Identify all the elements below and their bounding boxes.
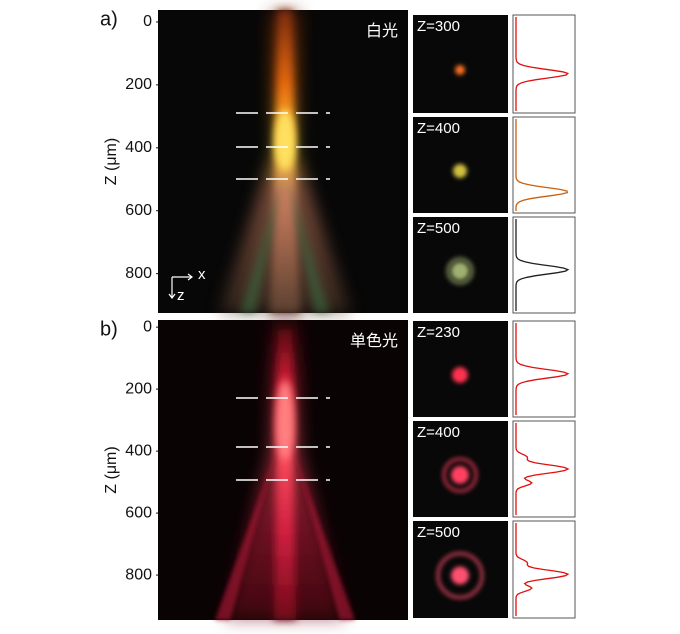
inset-label: Z=400 xyxy=(417,424,460,441)
beam-spot xyxy=(453,164,467,178)
axis-icon-x: x xyxy=(198,266,206,283)
profile-curve xyxy=(515,423,570,515)
profile-curve xyxy=(515,219,570,311)
axes-icon xyxy=(168,273,193,299)
panel-label: a) xyxy=(100,8,118,30)
beam-ring xyxy=(436,551,484,600)
panel-label: b) xyxy=(100,318,118,340)
y-tick-label: 600 xyxy=(125,504,152,521)
profile-box xyxy=(512,420,576,518)
image-title: 白光 xyxy=(366,22,398,40)
monochrome-image xyxy=(158,320,408,620)
y-axis-label: Z (μm) xyxy=(103,446,120,493)
profile-curve xyxy=(515,119,569,211)
y-tick-label: 600 xyxy=(125,202,152,219)
white-light-image xyxy=(158,10,408,313)
beam-spot xyxy=(451,566,469,585)
profile-curve xyxy=(515,523,570,616)
y-tick-label: 200 xyxy=(125,380,152,397)
cut-lines xyxy=(236,112,330,481)
profile-box xyxy=(512,116,576,214)
inset-label: Z=230 xyxy=(417,324,460,341)
y-tick-label: 0 xyxy=(143,13,152,30)
beam-spot xyxy=(455,65,465,75)
inset-label: Z=500 xyxy=(417,220,460,237)
y-tick-label: 200 xyxy=(125,76,152,93)
profile-curve xyxy=(515,323,570,415)
beam-ring xyxy=(446,257,474,285)
y-axis-label: Z (μm) xyxy=(103,138,120,185)
beam-spot xyxy=(452,367,468,383)
profile-curve xyxy=(515,17,570,111)
y-tick-label: 800 xyxy=(125,265,152,282)
inset-label: Z=500 xyxy=(417,524,460,541)
beam-spot xyxy=(451,262,469,280)
profile-box xyxy=(512,14,576,114)
inset-image xyxy=(413,15,508,113)
y-tick-label: 400 xyxy=(125,442,152,459)
beam-spot xyxy=(451,466,469,484)
beam-ring xyxy=(442,457,478,493)
inset-label: Z=400 xyxy=(417,120,460,137)
axis-icon-z: z xyxy=(177,287,185,304)
y-tick-label: 400 xyxy=(125,139,152,156)
inset-label: Z=300 xyxy=(417,18,460,35)
y-tick-label: 0 xyxy=(143,318,152,335)
image-title: 单色光 xyxy=(350,332,398,350)
y-tick-label: 800 xyxy=(125,566,152,583)
